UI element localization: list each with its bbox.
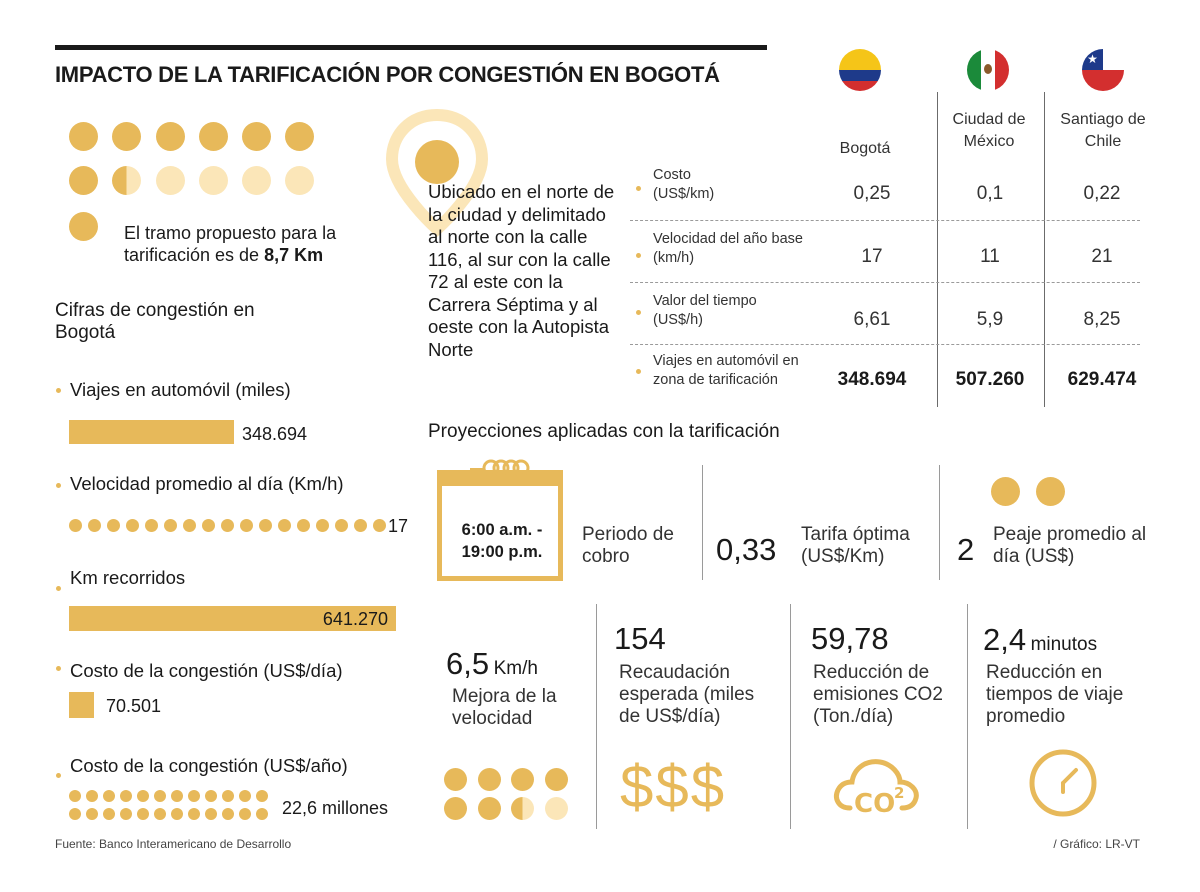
source-note: Fuente: Banco Interamericano de Desarrol… <box>55 837 292 851</box>
cell-costo-bogota: 0,25 <box>853 183 891 204</box>
row-label-costo: Costo (US$/km) <box>653 167 715 202</box>
cell-tiempo-mexico: 5,9 <box>976 309 1004 330</box>
costo-dia-bar <box>69 692 94 718</box>
recaudacion-value: 154 <box>614 621 666 656</box>
page-title: IMPACTO DE LA TARIFICACIÓN POR CONGESTIÓ… <box>55 62 720 87</box>
col-bogota: Bogotá <box>839 140 891 157</box>
clock-icon <box>1029 749 1097 817</box>
row-label-velocidad: Velocidad del año base (km/h) <box>653 231 803 266</box>
cell-costo-mexico: 0,1 <box>976 183 1004 204</box>
table-divider <box>1044 92 1045 407</box>
velocidad-mejora: 6,5 Km/h <box>446 646 538 681</box>
svg-text:2: 2 <box>894 784 904 802</box>
location-description: Ubicado en el norte de la ciudad y delim… <box>428 181 615 360</box>
emisiones-value: 59,78 <box>811 621 889 656</box>
proj-divider <box>790 604 791 829</box>
velocidad-value: 17 <box>388 516 409 536</box>
row-divider <box>630 282 1140 283</box>
svg-text:CO: CO <box>854 789 895 817</box>
cell-velocidad-mexico: 11 <box>980 246 1000 267</box>
tramo-text: El tramo propuesto para la tarificación … <box>124 223 337 265</box>
viajes-bar <box>69 420 234 444</box>
row-label-tiempo: Valor del tiempo (US$/h) <box>653 293 757 328</box>
col-mexico: Ciudad de México <box>952 111 1026 150</box>
row-divider <box>630 220 1140 221</box>
tarifa-label: Tarifa óptima (US$/Km) <box>801 524 910 567</box>
costo-ano-label: Costo de la congestión (US$/año) <box>70 755 348 776</box>
km-label: Km recorridos <box>70 567 186 588</box>
peaje-label: Peaje promedio al día (US$) <box>993 524 1147 567</box>
co2-cloud-icon: CO 2 <box>834 759 919 817</box>
colombia-flag-icon <box>839 49 881 91</box>
velocidad-mejora-label: Mejora de la velocidad <box>452 686 557 729</box>
table-divider <box>937 92 938 407</box>
recaudacion-label: Recaudación esperada (miles de US$/día) <box>619 662 755 727</box>
cell-velocidad-bogota: 17 <box>861 246 883 267</box>
emisiones-label: Reducción de emisiones CO2 (Ton./día) <box>813 662 943 727</box>
chile-flag-icon: ★ <box>1082 49 1124 91</box>
periodo-label: Periodo de cobro <box>582 524 674 567</box>
cell-viajes-santiago: 629.474 <box>1067 369 1137 390</box>
tiempo-label: Reducción en tiempos de viaje promedio <box>986 662 1124 727</box>
tiempo-reduccion: 2,4 minutos <box>983 622 1098 657</box>
coin-icon <box>991 477 1020 506</box>
costo-dia-label: Costo de la congestión (US$/día) <box>70 660 343 681</box>
proj-divider <box>702 465 703 580</box>
calendar-icon <box>437 470 563 581</box>
proj-divider <box>967 604 968 829</box>
velocidad-label: Velocidad promedio al día (Km/h) <box>70 473 344 494</box>
cifras-heading: Cifras de congestión en Bogotá <box>55 300 255 343</box>
proj-divider <box>596 604 597 829</box>
cell-tiempo-bogota: 6,61 <box>853 309 891 330</box>
cell-viajes-bogota: 348.694 <box>837 369 907 390</box>
costo-ano-value: 22,6 millones <box>282 798 389 818</box>
row-label-viajes: Viajes en automóvil en zona de tarificac… <box>653 353 799 388</box>
km-value: 641.270 <box>322 609 388 629</box>
viajes-label: Viajes en automóvil (miles) <box>70 379 291 400</box>
peaje-value: 2 <box>957 532 975 567</box>
mexico-flag-icon <box>967 49 1009 91</box>
cell-viajes-mexico: 507.260 <box>955 369 1025 390</box>
km-bar <box>69 606 396 631</box>
costo-dia-value: 70.501 <box>106 696 162 716</box>
col-santiago: Santiago de Chile <box>1060 111 1146 150</box>
credit-note: / Gráfico: LR-VT <box>1053 837 1140 851</box>
cell-velocidad-santiago: 21 <box>1091 246 1113 267</box>
periodo-time: 6:00 a.m. - 19:00 p.m. <box>461 521 543 561</box>
title-rule <box>55 45 767 50</box>
row-divider <box>630 344 1140 345</box>
cell-tiempo-santiago: 8,25 <box>1083 309 1121 330</box>
proj-divider <box>939 465 940 580</box>
cell-costo-santiago: 0,22 <box>1083 183 1121 204</box>
viajes-value: 348.694 <box>242 424 308 444</box>
dollar-icon: $$$ <box>620 753 727 820</box>
coin-icon <box>1036 477 1065 506</box>
calendar-rings-icon <box>470 459 530 477</box>
proyecciones-heading: Proyecciones aplicadas con la tarificaci… <box>428 421 780 442</box>
location-pin-icon <box>385 108 489 237</box>
tarifa-value: 0,33 <box>716 532 777 567</box>
